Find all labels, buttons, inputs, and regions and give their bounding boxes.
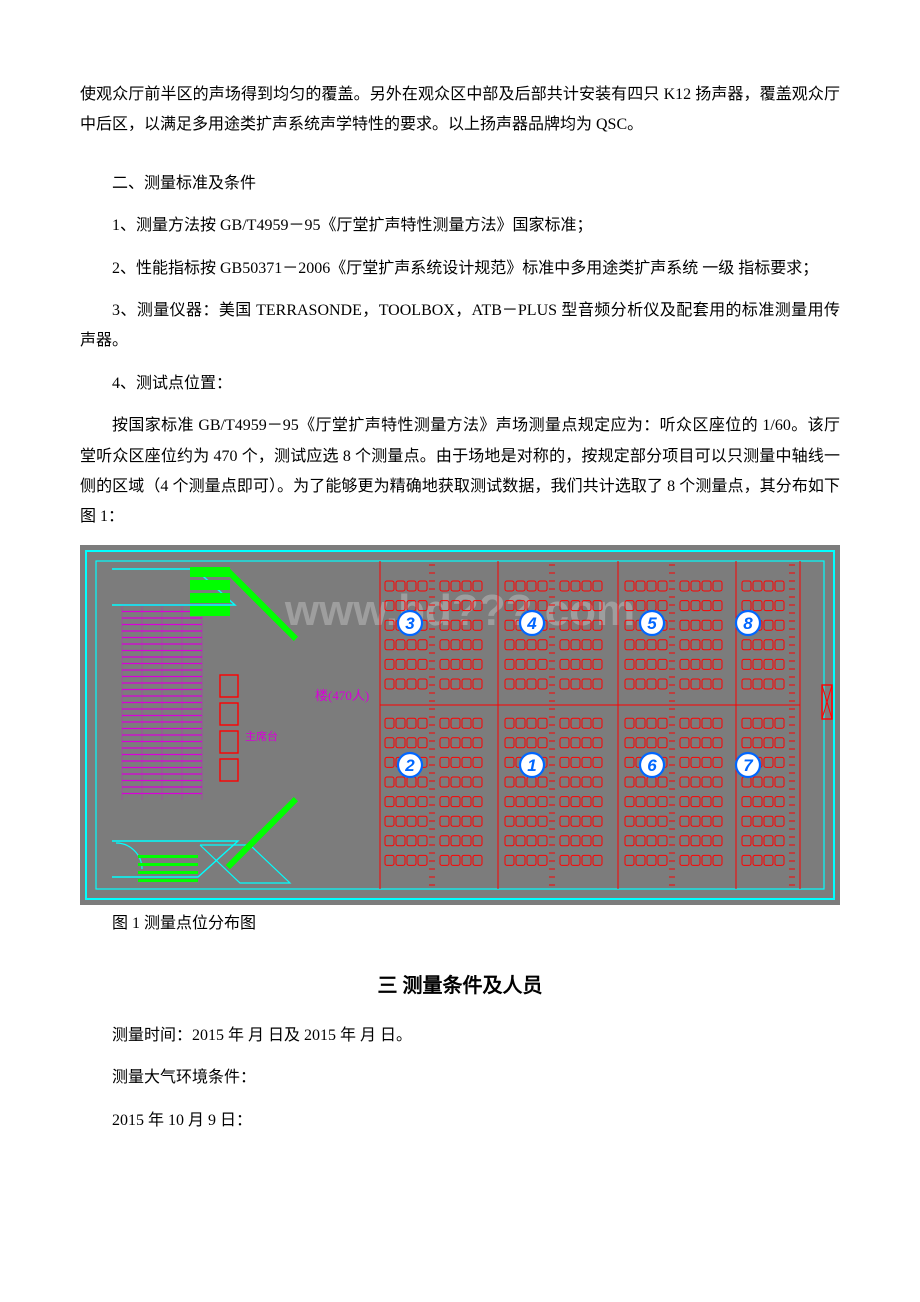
svg-text:4: 4	[526, 614, 537, 633]
svg-text:楼(470人): 楼(470人)	[315, 688, 369, 703]
svg-text:1: 1	[527, 756, 536, 775]
heading-3: 三 测量条件及人员	[80, 967, 840, 1005]
paragraph-item-4: 4、测试点位置：	[80, 369, 840, 399]
svg-text:7: 7	[743, 756, 754, 775]
paragraph-item-4-body: 按国家标准 GB/T4959－95《厅堂扩声特性测量方法》声场测量点规定应为：听…	[80, 411, 840, 533]
paragraph-item-1: 1、测量方法按 GB/T4959－95《厅堂扩声特性测量方法》国家标准；	[80, 211, 840, 241]
svg-text:3: 3	[405, 614, 415, 633]
svg-text:5: 5	[647, 614, 657, 633]
paragraph-item-2: 2、性能指标按 GB50371－2006《厅堂扩声系统设计规范》标准中多用途类扩…	[80, 254, 840, 284]
heading-2: 二、测量标准及条件	[80, 169, 840, 199]
figure-caption: 图 1 测量点位分布图	[80, 909, 840, 939]
paragraph-item-3: 3、测量仪器：美国 TERRASONDE，TOOLBOX，ATB－PLUS 型音…	[80, 296, 840, 357]
paragraph-date: 2015 年 10 月 9 日：	[80, 1106, 840, 1136]
svg-text:2: 2	[404, 756, 415, 775]
floor-plan-diagram: www.bd???.com主席台楼(470人)12345678	[80, 545, 840, 905]
paragraph-env: 测量大气环境条件：	[80, 1063, 840, 1093]
svg-text:6: 6	[647, 756, 657, 775]
svg-text:8: 8	[743, 614, 753, 633]
paragraph-intro: 使观众厅前半区的声场得到均匀的覆盖。另外在观众区中部及后部共计安装有四只 K12…	[80, 80, 840, 141]
svg-text:主席台: 主席台	[245, 729, 278, 743]
paragraph-time: 测量时间：2015 年 月 日及 2015 年 月 日。	[80, 1021, 840, 1051]
